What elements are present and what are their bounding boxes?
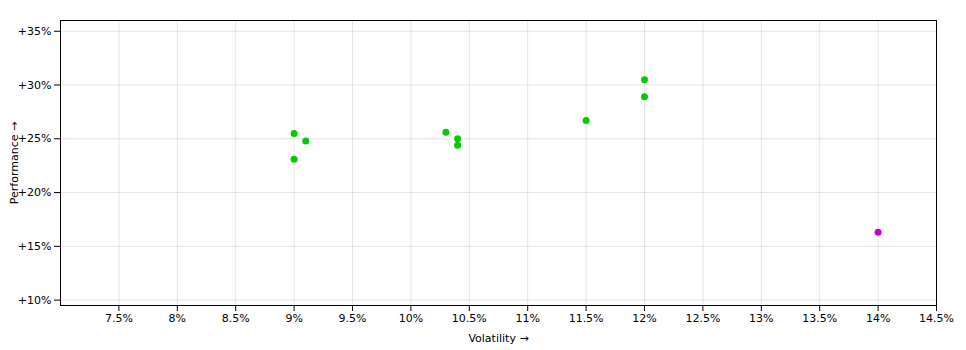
svg-text:12.5%: 12.5%: [685, 312, 720, 325]
svg-text:+10%: +10%: [18, 294, 52, 307]
svg-text:12%: 12%: [632, 312, 656, 325]
svg-text:14.5%: 14.5%: [919, 312, 954, 325]
svg-text:9.5%: 9.5%: [339, 312, 367, 325]
svg-text:+30%: +30%: [18, 79, 52, 92]
svg-text:8.5%: 8.5%: [222, 312, 250, 325]
svg-text:13.5%: 13.5%: [802, 312, 837, 325]
svg-text:9%: 9%: [285, 312, 302, 325]
svg-text:+20%: +20%: [18, 186, 52, 199]
svg-text:7.5%: 7.5%: [105, 312, 133, 325]
svg-text:+35%: +35%: [18, 25, 52, 38]
svg-text:11%: 11%: [515, 312, 539, 325]
svg-text:+15%: +15%: [18, 240, 52, 253]
svg-text:+25%: +25%: [18, 132, 52, 145]
svg-text:8%: 8%: [169, 312, 186, 325]
svg-text:Volatility →: Volatility →: [468, 332, 528, 345]
svg-text:11.5%: 11.5%: [569, 312, 604, 325]
svg-text:10.5%: 10.5%: [452, 312, 487, 325]
svg-text:10%: 10%: [399, 312, 423, 325]
svg-text:14%: 14%: [866, 312, 890, 325]
svg-text:13%: 13%: [749, 312, 773, 325]
svg-text:Performance →: Performance →: [8, 122, 21, 204]
